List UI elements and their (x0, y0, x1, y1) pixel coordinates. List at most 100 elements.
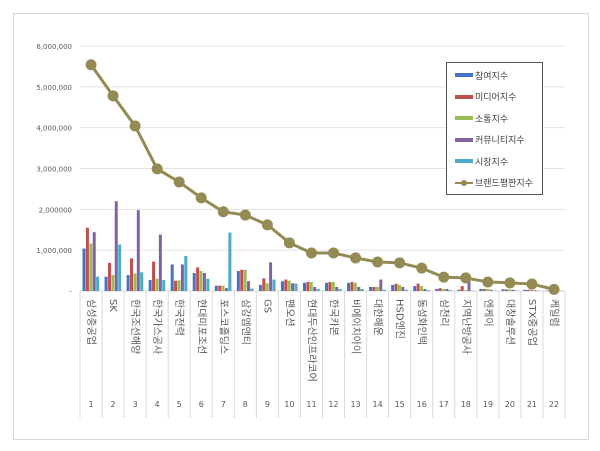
bar-4-19 (489, 289, 493, 291)
bar-3-15 (397, 284, 401, 291)
bar-5-15 (404, 289, 408, 291)
bar-5-13 (360, 288, 364, 291)
bar-2-11 (306, 282, 310, 291)
brand-index-point-12 (328, 247, 340, 259)
brand-index-point-1 (85, 59, 97, 71)
bar-1-9 (258, 284, 262, 291)
category-label: 팬오션 (283, 299, 295, 327)
bar-1-21 (523, 289, 527, 291)
bar-3-1 (89, 243, 93, 291)
y-tick-label: 5,000,000 (36, 84, 72, 92)
category-label: GS (261, 299, 272, 313)
bar-2-8 (240, 269, 244, 291)
bar-3-21 (530, 289, 534, 291)
brand-index-point-22 (548, 283, 560, 295)
brand-index-point-6 (195, 192, 207, 204)
bar-5-4 (162, 279, 166, 291)
category-label: 동성화인텍 (416, 299, 428, 345)
brand-index-point-2 (107, 90, 119, 102)
category-label: 지역난방공사 (460, 299, 472, 354)
bar-2-12 (328, 282, 332, 291)
bar-4-14 (379, 279, 383, 291)
bar-3-12 (331, 282, 335, 291)
bar-5-2 (118, 244, 122, 291)
rank-label: 19 (483, 400, 493, 409)
bar-2-21 (526, 289, 530, 291)
bar-2-10 (284, 279, 288, 291)
category-label: 삼성중공업 (85, 299, 98, 345)
bar-5-8 (250, 288, 254, 291)
rank-label: 5 (177, 400, 182, 409)
category-label: STX중공업 (526, 299, 539, 346)
bar-5-1 (96, 276, 100, 291)
bar-3-7 (221, 285, 225, 291)
bar-3-3 (133, 273, 137, 291)
bar-4-4 (158, 234, 162, 291)
legend-swatch-icon (455, 137, 473, 142)
y-tick-label: 4,000,000 (36, 125, 72, 133)
rank-label: 20 (505, 400, 515, 409)
bar-2-2 (107, 262, 111, 291)
bar-3-18 (464, 290, 468, 291)
bar-3-10 (287, 280, 291, 291)
bar-3-11 (309, 282, 313, 291)
brand-index-line (89, 63, 555, 291)
category-label: 한국전력 (173, 299, 185, 336)
bar-2-19 (482, 288, 486, 291)
rank-label: 14 (373, 400, 383, 409)
rank-label: 12 (328, 400, 338, 409)
rank-label: 21 (527, 400, 537, 409)
bar-5-17 (448, 290, 452, 291)
rank-label: 3 (133, 400, 138, 409)
rank-label: 7 (221, 400, 226, 409)
bar-4-10 (291, 283, 295, 291)
category-label: 엔케이 (482, 299, 494, 327)
brand-index-point-20 (504, 277, 516, 289)
y-tick-label: 1,000,000 (36, 247, 72, 255)
bar-1-1 (82, 248, 86, 291)
legend-item: 커뮤니티지수 (455, 134, 525, 146)
bar-1-10 (280, 281, 284, 291)
bar-4-5 (180, 264, 184, 291)
bar-5-14 (382, 289, 386, 291)
rank-label: 9 (265, 400, 270, 409)
bar-4-17 (445, 288, 449, 291)
bar-1-2 (104, 276, 108, 291)
y-tick-label: 3,000,000 (36, 166, 72, 174)
rank-label: 22 (549, 400, 559, 409)
bar-2-4 (152, 261, 156, 291)
brand-index-point-16 (416, 262, 428, 274)
bar-5-7 (228, 232, 232, 291)
category-label: 현대미포조선 (195, 299, 207, 354)
bar-1-8 (236, 270, 240, 291)
bar-2-9 (262, 278, 266, 291)
brand-index-point-14 (372, 256, 384, 268)
legend-item: 참여지수 (455, 69, 508, 82)
legend-item: 소통지수 (455, 112, 508, 125)
legend-item: 시장지수 (455, 155, 509, 168)
bar-3-17 (442, 288, 446, 291)
brand-index-point-10 (283, 237, 295, 249)
brand-index-point-8 (239, 209, 251, 221)
bar-4-21 (533, 290, 537, 291)
category-label: 비에이치아이 (350, 299, 362, 354)
bar-5-12 (338, 288, 342, 291)
bar-3-2 (111, 275, 115, 291)
bar-4-11 (313, 286, 317, 291)
rank-label: 16 (417, 400, 427, 409)
chart-frame (13, 13, 589, 440)
legend-label: 시장지수 (475, 157, 509, 168)
rank-label: 10 (284, 400, 294, 409)
bar-3-16 (420, 286, 424, 291)
bar-1-11 (302, 282, 306, 291)
bar-2-15 (394, 283, 398, 291)
rank-label: 13 (350, 400, 360, 409)
brand-index-point-15 (394, 257, 406, 269)
bar-4-16 (423, 288, 427, 291)
y-tick-label: 6,000,000 (36, 43, 72, 51)
bar-1-16 (413, 286, 417, 291)
bar-2-5 (174, 280, 178, 291)
rank-label: 1 (88, 400, 93, 409)
bar-3-5 (177, 280, 181, 291)
bar-4-9 (269, 262, 273, 291)
